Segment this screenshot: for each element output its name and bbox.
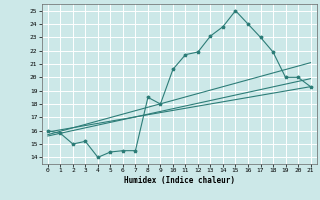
X-axis label: Humidex (Indice chaleur): Humidex (Indice chaleur) [124, 176, 235, 185]
